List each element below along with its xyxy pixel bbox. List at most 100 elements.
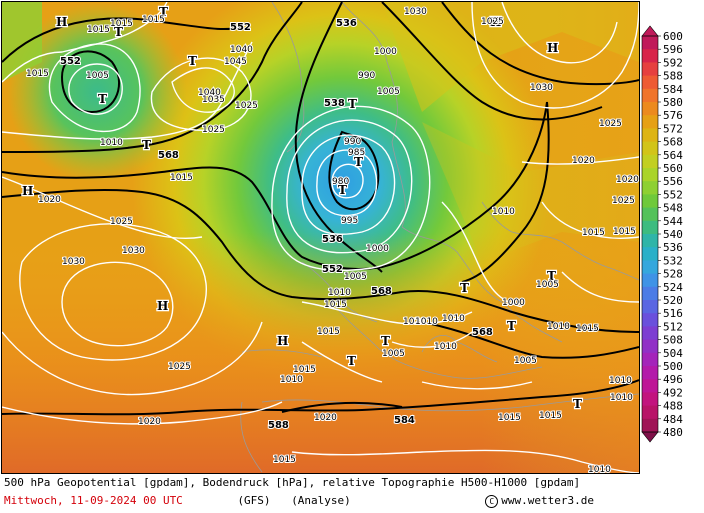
legend-label: 532	[663, 254, 683, 267]
pressure-label: 985	[348, 148, 365, 158]
pressure-system-high: H	[490, 15, 501, 29]
model-name: (GFS)	[237, 494, 271, 507]
legend-swatch	[642, 379, 658, 393]
legend-label: 596	[663, 43, 683, 56]
pressure-label: 1030	[530, 83, 553, 93]
pressure-label: 1000	[366, 244, 389, 254]
pressure-label: 1010	[280, 375, 303, 385]
pressure-label: 1020	[616, 175, 639, 185]
legend-label: 540	[663, 228, 683, 241]
geopotential-label: 552	[322, 264, 343, 275]
pressure-system-low: T	[507, 319, 516, 333]
forecast-date: Mittwoch, 11-09-2024 00 UTC	[4, 494, 183, 507]
legend-swatch	[642, 220, 658, 235]
pressure-label: 1020	[572, 156, 595, 166]
pressure-label: 1010	[610, 393, 633, 403]
pressure-system-low: T	[348, 97, 357, 111]
legend-label: 552	[663, 188, 683, 201]
pressure-system-low: T	[114, 25, 123, 39]
pressure-label: 1025	[168, 362, 191, 372]
pressure-label: 1015	[142, 15, 165, 25]
pressure-label: 1010	[442, 314, 465, 324]
legend-swatch	[642, 326, 658, 341]
pressure-label: 1015	[87, 25, 110, 35]
pressure-label: 1010	[100, 138, 123, 148]
pressure-system-low: T	[381, 334, 390, 348]
coastlines	[240, 2, 639, 473]
legend-label: 520	[663, 294, 683, 307]
legend-swatch	[642, 300, 658, 314]
pressure-system-low: T	[354, 155, 363, 169]
pressure-label: 1025	[481, 17, 504, 27]
legend-label: 580	[663, 96, 683, 109]
pressure-label: 1005	[86, 71, 109, 81]
legend-swatch	[642, 62, 658, 77]
pressure-label: 1010	[415, 317, 438, 327]
legend-swatch	[642, 418, 658, 433]
legend-colorbar: 6005965925885845805765725685645605565525…	[641, 25, 683, 443]
pressure-label: 1005	[377, 87, 400, 97]
pressure-system-high: H	[56, 15, 67, 29]
legend-label: 496	[663, 373, 683, 386]
pressure-system-low: T	[573, 397, 582, 411]
pressure-label: 1015	[539, 411, 562, 421]
legend-label: 524	[663, 281, 683, 294]
pressure-label: 1015	[170, 173, 193, 183]
pressure-system-high: H	[547, 41, 558, 55]
pressure-label: 1020	[138, 417, 161, 427]
pressure-isobars	[2, 2, 639, 473]
credit-text: www.wetter3.de	[501, 494, 594, 507]
legend-swatch	[642, 273, 658, 288]
legend-swatch	[642, 352, 658, 367]
legend-label: 588	[663, 70, 683, 83]
legend-label: 484	[663, 413, 683, 426]
pressure-label: 1015	[317, 327, 340, 337]
pressure-label: 1030	[122, 246, 145, 256]
legend-label: 492	[663, 386, 683, 399]
legend-swatch	[642, 141, 658, 156]
legend-swatch	[642, 168, 658, 182]
geopotential-label: 588	[268, 420, 289, 431]
pressure-label: 1010	[547, 322, 570, 332]
legend-swatch	[642, 102, 658, 116]
legend-label: 572	[663, 122, 683, 135]
pressure-label: 1025	[599, 119, 622, 129]
legend-swatch	[642, 392, 658, 407]
legend-label: 560	[663, 162, 683, 175]
legend-label: 480	[663, 426, 683, 439]
legend-label: 488	[663, 400, 683, 413]
pressure-system-low: T	[338, 183, 347, 197]
legend-label: 564	[663, 149, 683, 162]
pressure-system-high: H	[22, 184, 33, 198]
legend-swatch	[642, 36, 658, 50]
pressure-label: 1015	[324, 300, 347, 310]
pressure-label: 1015	[613, 227, 636, 237]
legend-label: 592	[663, 56, 683, 69]
geopotential-label: 536	[322, 234, 343, 245]
legend-swatch	[642, 260, 658, 275]
geopotential-isolines	[2, 2, 639, 416]
legend-label: 576	[663, 109, 683, 122]
pressure-label: 1015	[582, 228, 605, 238]
pressure-label: 1015	[576, 324, 599, 334]
legend-swatch	[642, 88, 658, 103]
legend-swatch	[642, 366, 658, 380]
pressure-system-low: T	[460, 281, 469, 295]
map-caption: 500 hPa Geopotential [gpdam], Bodendruck…	[4, 476, 581, 489]
pressure-system-high: H	[157, 299, 168, 313]
geopotential-label: 552	[230, 22, 251, 33]
pressure-system-high: H	[277, 334, 288, 348]
legend-swatch	[642, 49, 658, 63]
pressure-system-markers: H H H H H H T T T T T T T T T T T T T T	[21, 4, 584, 413]
geopotential-label: 568	[158, 150, 179, 161]
pressure-label: 1030	[62, 257, 85, 267]
pressure-label: 1000	[374, 47, 397, 57]
pressure-system-low: T	[188, 54, 197, 68]
pressure-label: 980	[332, 177, 349, 187]
legend-swatch	[642, 128, 658, 143]
pressure-label: 990	[358, 71, 375, 81]
pressure-labels: 1015 1015 1015 1005 1015 1040 1045 1040 …	[25, 6, 639, 473]
legend-swatch	[642, 339, 658, 354]
pressure-label: 990	[344, 137, 361, 147]
